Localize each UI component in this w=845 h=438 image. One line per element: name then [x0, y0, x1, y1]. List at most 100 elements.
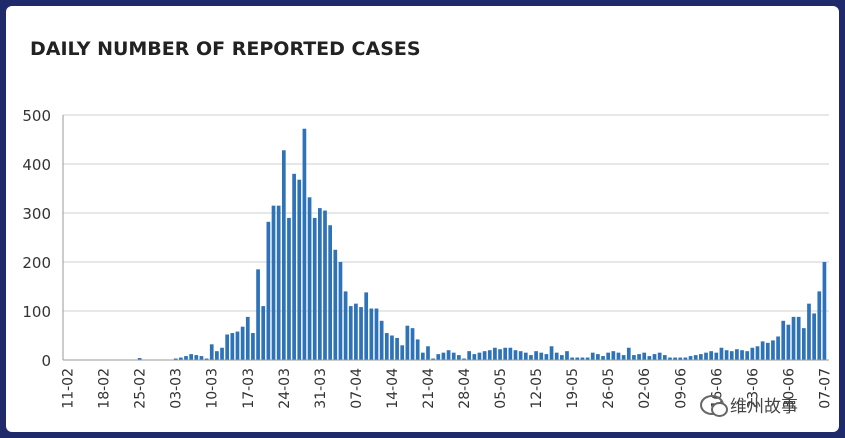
bar: [395, 337, 399, 360]
bar: [601, 356, 605, 360]
bar: [405, 325, 410, 360]
bar: [189, 354, 193, 360]
bar: [678, 357, 683, 360]
bar: [735, 349, 739, 360]
bar: [637, 354, 641, 360]
bar: [178, 357, 183, 360]
bar: [704, 352, 708, 360]
bar: [616, 352, 621, 360]
bar: [693, 355, 698, 360]
bar: [225, 334, 230, 360]
bar: [235, 331, 240, 360]
bar: [632, 355, 636, 360]
bar: [621, 355, 626, 360]
y-tick-label: 0: [41, 352, 51, 370]
bar: [771, 340, 775, 360]
x-tick-label: 02-06: [637, 368, 653, 409]
x-tick-label: 21-04: [421, 368, 437, 409]
bar: [374, 308, 379, 360]
bar: [379, 320, 384, 360]
bar: [611, 351, 616, 360]
bar: [580, 357, 585, 360]
bar: [446, 350, 451, 360]
x-tick-label: 28-04: [457, 368, 473, 409]
bar: [477, 352, 482, 360]
bar: [724, 350, 729, 360]
x-tick-label: 23-06: [745, 368, 761, 409]
bar: [204, 358, 209, 360]
bar: [209, 344, 214, 360]
bar: [420, 352, 425, 360]
y-tick-label: 300: [22, 205, 51, 223]
y-tick-label: 200: [22, 254, 51, 272]
bar: [333, 249, 338, 360]
bar: [261, 306, 266, 360]
bar: [137, 358, 142, 360]
bar: [539, 352, 544, 360]
x-tick-label: 09-06: [673, 368, 689, 409]
bar: [194, 355, 199, 360]
bar: [518, 351, 523, 360]
x-tick-label: 30-06: [781, 368, 797, 409]
bar: [503, 347, 508, 360]
x-tick-label: 18-02: [97, 368, 113, 409]
bar: [626, 347, 631, 360]
bar: [822, 262, 827, 360]
x-tick-label: 25-02: [133, 368, 149, 409]
bar: [565, 351, 569, 360]
bar: [642, 352, 647, 360]
x-tick-label: 07-04: [349, 368, 365, 409]
bar: [513, 350, 518, 360]
bar: [354, 303, 358, 360]
bar: [338, 262, 343, 360]
bar: [292, 173, 296, 360]
bar: [498, 349, 502, 360]
bar: [796, 316, 801, 360]
bar: [276, 205, 281, 360]
bar: [441, 352, 446, 360]
bar: [287, 217, 291, 360]
bar: [719, 347, 724, 360]
bar: [529, 355, 533, 360]
bar: [544, 354, 549, 360]
bar: [230, 333, 235, 360]
bar: [781, 320, 786, 360]
bar: [245, 316, 250, 360]
bar: [549, 346, 554, 360]
x-tick-label: 10-03: [205, 368, 221, 409]
bar: [791, 316, 796, 360]
x-tick-label: 26-05: [601, 368, 617, 409]
bar: [699, 354, 703, 360]
bar: [312, 217, 317, 360]
bar: [745, 351, 750, 360]
bar: [451, 352, 456, 360]
bar: [493, 347, 497, 360]
x-tick-label: 17-03: [241, 368, 257, 409]
bar: [652, 354, 657, 360]
bar: [487, 350, 492, 360]
bar: [220, 347, 224, 360]
bar: [348, 306, 353, 360]
bar: [297, 179, 302, 360]
bar: [436, 354, 441, 360]
bar: [534, 351, 538, 360]
bar: [426, 346, 430, 360]
bar: [596, 354, 600, 360]
x-tick-label: 07-07: [817, 368, 833, 409]
x-tick-label: 24-03: [277, 368, 293, 409]
bar: [647, 356, 652, 360]
bar: [590, 352, 595, 360]
bar: [457, 355, 461, 360]
bar: [359, 307, 363, 360]
bar: [657, 352, 662, 360]
bar: [760, 341, 765, 360]
bar: [472, 354, 477, 360]
bar: [817, 291, 822, 360]
bar: [523, 352, 528, 360]
bar: [343, 291, 348, 360]
bar: [415, 339, 420, 360]
bar: [807, 303, 811, 360]
x-tick-label: 11-02: [61, 368, 77, 409]
bar: [364, 292, 369, 360]
